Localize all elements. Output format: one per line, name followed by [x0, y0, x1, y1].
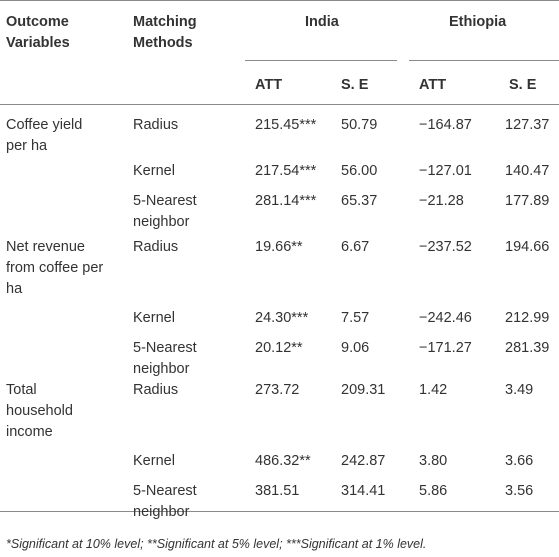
cell-eth-att: −21.28 — [419, 193, 464, 209]
header-outcome-line2: Variables — [6, 35, 70, 51]
cell-outcome: from coffee per — [6, 260, 104, 276]
cell-india-att: 217.54*** — [255, 163, 317, 179]
table-footnote: *Significant at 10% level; **Significant… — [6, 537, 427, 551]
cell-eth-se: 140.47 — [505, 163, 550, 179]
header-method-line1: Matching — [133, 14, 197, 30]
cell-outcome: Net revenue — [6, 239, 85, 255]
header-ethiopia-att: ATT — [419, 77, 447, 93]
cell-eth-se: 177.89 — [505, 193, 550, 209]
cell-method: Radius — [133, 239, 179, 255]
cell-eth-att: −237.52 — [419, 239, 472, 255]
cell-india-se: 314.41 — [341, 483, 386, 499]
header-ethiopia: Ethiopia — [449, 14, 507, 30]
header-india-se: S. E — [341, 77, 369, 93]
header-india-att: ATT — [255, 77, 283, 93]
cell-india-se: 209.31 — [341, 382, 386, 398]
cell-eth-att: −242.46 — [419, 310, 472, 326]
header-ethiopia-se: S. E — [509, 77, 537, 93]
cell-eth-att: −127.01 — [419, 163, 472, 179]
cell-eth-se: 3.56 — [505, 483, 534, 499]
cell-eth-se: 281.39 — [505, 340, 550, 356]
cell-india-se: 56.00 — [341, 163, 378, 179]
cell-outcome: ha — [6, 281, 23, 297]
cell-india-se: 50.79 — [341, 117, 378, 133]
cell-method: Kernel — [133, 310, 175, 326]
cell-eth-se: 212.99 — [505, 310, 550, 326]
header-outcome-line1: Outcome — [6, 14, 69, 30]
cell-outcome: Coffee yield — [6, 117, 83, 133]
cell-method: Radius — [133, 382, 179, 398]
subheader-rule-ethiopia — [409, 60, 559, 61]
header-bottom-rule — [0, 104, 559, 105]
header-india: India — [305, 14, 339, 30]
cell-india-att: 273.72 — [255, 382, 300, 398]
cell-outcome: household — [6, 403, 73, 419]
cell-method: 5-Nearest — [133, 483, 197, 499]
cell-outcome: Total — [6, 382, 37, 398]
cell-outcome: income — [6, 424, 53, 440]
table-bottom-rule — [0, 511, 559, 512]
cell-eth-att: 5.86 — [419, 483, 448, 499]
cell-eth-att: 3.80 — [419, 453, 448, 469]
cell-india-att: 20.12** — [255, 340, 303, 356]
subheader-rule-india — [245, 60, 397, 61]
cell-method: Kernel — [133, 453, 175, 469]
cell-eth-se: 127.37 — [505, 117, 550, 133]
cell-eth-att: −164.87 — [419, 117, 472, 133]
cell-eth-se: 3.66 — [505, 453, 534, 469]
cell-india-att: 281.14*** — [255, 193, 317, 209]
cell-method: Radius — [133, 117, 179, 133]
cell-india-se: 6.67 — [341, 239, 370, 255]
cell-india-att: 486.32** — [255, 453, 311, 469]
top-rule — [0, 0, 559, 1]
cell-india-se: 7.57 — [341, 310, 370, 326]
cell-eth-se: 194.66 — [505, 239, 550, 255]
cell-method: neighbor — [133, 361, 190, 377]
header-method-line2: Methods — [133, 35, 193, 51]
cell-method: 5-Nearest — [133, 340, 197, 356]
cell-india-se: 9.06 — [341, 340, 370, 356]
cell-india-att: 215.45*** — [255, 117, 317, 133]
cell-method: neighbor — [133, 504, 190, 520]
cell-india-att: 381.51 — [255, 483, 300, 499]
cell-method: neighbor — [133, 214, 190, 230]
cell-method: 5-Nearest — [133, 193, 197, 209]
cell-eth-att: 1.42 — [419, 382, 448, 398]
cell-eth-se: 3.49 — [505, 382, 534, 398]
cell-eth-att: −171.27 — [419, 340, 472, 356]
cell-india-att: 24.30*** — [255, 310, 309, 326]
cell-india-se: 65.37 — [341, 193, 378, 209]
cell-india-att: 19.66** — [255, 239, 303, 255]
cell-outcome: per ha — [6, 138, 48, 154]
cell-method: Kernel — [133, 163, 175, 179]
cell-india-se: 242.87 — [341, 453, 386, 469]
